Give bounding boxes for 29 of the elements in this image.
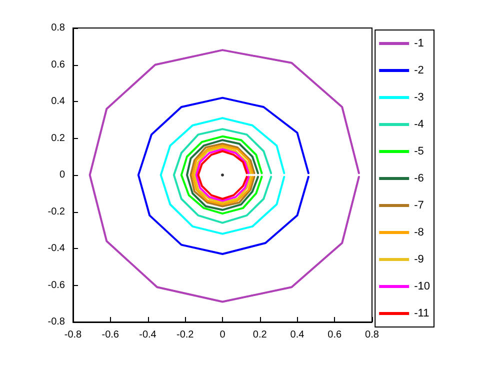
x-tick-label: 0.8 (365, 330, 380, 340)
legend-label: -3 (414, 92, 424, 104)
legend-label: -5 (414, 146, 424, 158)
x-tick-label: 0.2 (252, 330, 268, 340)
x-tick-label: 0.6 (328, 330, 342, 340)
x-tick-label: -0.8 (64, 330, 82, 340)
legend-label: -7 (414, 200, 424, 212)
legend-label: -4 (414, 118, 424, 130)
y-tick-label: -0.2 (48, 206, 66, 218)
legend-label: -11 (414, 308, 430, 320)
legend-label: -8 (414, 226, 424, 238)
x-tick-label: 0 (220, 330, 226, 340)
y-tick-label: -0.6 (48, 280, 66, 291)
y-tick-label: 0.8 (51, 22, 66, 34)
legend-label: -9 (414, 254, 424, 266)
y-tick-label: -0.4 (48, 243, 66, 254)
x-tick-label: 0.4 (290, 330, 305, 340)
x-tick-label: -0.6 (102, 330, 120, 340)
legend-label: -10 (414, 280, 430, 292)
x-tick-label: -0.4 (139, 330, 157, 340)
y-tick-label: 0.4 (51, 96, 66, 107)
y-tick-label: 0.6 (51, 59, 66, 70)
y-tick-label: -0.8 (48, 316, 66, 328)
y-tick-label: 0 (59, 170, 66, 180)
legend-label: -2 (414, 64, 424, 76)
y-tick-label: 0.2 (51, 132, 66, 144)
legend-label: -6 (414, 172, 424, 184)
x-tick-label: -0.2 (176, 330, 194, 340)
legend-label: -1 (414, 38, 424, 50)
